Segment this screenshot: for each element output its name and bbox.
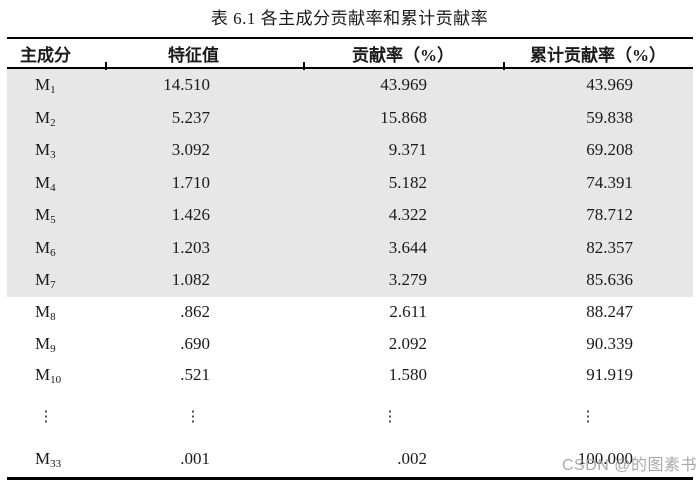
table-bottom-rule — [7, 477, 693, 480]
component-cell: M33 — [7, 449, 110, 470]
eigenvalue-cell: 1.203 — [171, 237, 210, 257]
cumulative-cell: 78.712 — [586, 205, 633, 225]
component-subscript: 1 — [50, 84, 56, 97]
component-subscript: 8 — [50, 311, 56, 324]
component-cell: M10 — [7, 365, 110, 387]
component-subscript: 7 — [50, 279, 56, 292]
ellipsis-row: ⋮ ⋮ ⋮ ⋮ — [7, 391, 693, 441]
eigenvalue-cell: 1.426 — [171, 205, 210, 225]
table-row: M7 1.082 3.279 85.636 — [7, 264, 693, 297]
component-subscript: 3 — [50, 149, 56, 162]
cumulative-cell: 85.636 — [586, 270, 633, 290]
eigenvalue-cell: .862 — [180, 302, 210, 322]
component-label: M — [35, 205, 51, 225]
component-cell: M7 — [7, 270, 110, 292]
column-divider-tick — [303, 62, 305, 70]
table-header-rule — [7, 67, 693, 69]
component-cell: M5 — [7, 205, 110, 227]
contribution-cell: 9.371 — [388, 140, 427, 160]
contribution-cell: 43.969 — [380, 75, 427, 95]
component-subscript: 4 — [50, 181, 56, 194]
component-label: M — [35, 333, 51, 353]
contribution-table: 主成分 特征值 贡献率（%） 累计贡献率（%） M1 14.510 43.969 43… — [7, 37, 693, 480]
table-row: M1 14.510 43.969 43.969 — [7, 69, 693, 102]
component-label: M — [35, 365, 51, 385]
table-row: M4 1.710 5.182 74.391 — [7, 166, 693, 199]
component-cell: M4 — [7, 172, 110, 194]
cumulative-cell: 69.208 — [586, 140, 633, 160]
cumulative-cell: 100.000 — [577, 449, 633, 468]
component-cell: M9 — [7, 333, 110, 355]
table-row: M8 .862 2.611 88.247 — [7, 297, 693, 329]
component-cell: M6 — [7, 237, 110, 259]
cumulative-cell: 91.919 — [586, 365, 633, 385]
contribution-cell: 2.611 — [389, 302, 427, 322]
eigenvalue-cell: 5.237 — [171, 107, 210, 127]
ellipsis-cell: ⋮ — [38, 408, 54, 425]
contribution-cell: 4.322 — [388, 205, 427, 225]
column-header-contribution: 贡献率（%） — [352, 45, 454, 65]
eigenvalue-cell: .521 — [180, 365, 210, 385]
table-caption: 表 6.1 各主成分贡献率和累计贡献率 — [210, 9, 489, 28]
component-label: M — [35, 107, 51, 127]
component-subscript: 5 — [50, 214, 56, 227]
table-header-row: 主成分 特征值 贡献率（%） 累计贡献率（%） — [7, 39, 693, 67]
contribution-cell: 1.580 — [388, 365, 427, 385]
eigenvalue-cell: 14.510 — [163, 75, 210, 95]
component-subscript: 6 — [50, 246, 56, 259]
component-cell: M8 — [7, 302, 110, 324]
component-label: M — [35, 140, 51, 160]
ellipsis-cell: ⋮ — [185, 408, 201, 425]
contribution-cell: .002 — [397, 449, 427, 468]
column-divider-tick — [503, 62, 505, 70]
cumulative-cell: 43.969 — [586, 75, 633, 95]
component-subscript: 9 — [50, 342, 56, 355]
component-label: M — [35, 270, 51, 290]
cumulative-cell: 74.391 — [586, 172, 633, 192]
cumulative-cell: 82.357 — [586, 237, 633, 257]
component-cell: M3 — [7, 140, 110, 162]
table-top-rule — [7, 37, 693, 39]
column-header-component: 主成分 — [20, 45, 71, 65]
component-label: M — [35, 302, 51, 322]
column-header-cumulative: 累计贡献率（%） — [530, 45, 666, 65]
column-header-eigenvalue: 特征值 — [168, 45, 219, 65]
table-row: M6 1.203 3.644 82.357 — [7, 231, 693, 264]
cumulative-cell: 88.247 — [586, 302, 633, 322]
component-label: M — [35, 75, 51, 95]
ellipsis-cell: ⋮ — [580, 408, 596, 425]
eigenvalue-cell: .690 — [180, 333, 210, 353]
component-label: M — [35, 237, 51, 257]
component-subscript: 2 — [50, 116, 56, 129]
contribution-cell: 3.279 — [388, 270, 427, 290]
cumulative-cell: 59.838 — [586, 107, 633, 127]
ellipsis-cell: ⋮ — [382, 408, 398, 425]
column-divider-tick — [105, 62, 107, 70]
component-label: M — [35, 172, 51, 192]
table-row: M5 1.426 4.322 78.712 — [7, 199, 693, 232]
table-row: M2 5.237 15.868 59.838 — [7, 101, 693, 134]
component-subscript: 10 — [50, 374, 62, 387]
eigenvalue-cell: 1.082 — [171, 270, 210, 290]
component-subscript: 33 — [50, 458, 62, 470]
contribution-cell: 3.644 — [388, 237, 427, 257]
eigenvalue-cell: 1.710 — [171, 172, 210, 192]
eigenvalue-cell: 3.092 — [171, 140, 210, 160]
component-cell: M1 — [7, 75, 110, 97]
table-row: M10 .521 1.580 91.919 — [7, 360, 693, 392]
table-body: M1 14.510 43.969 43.969 M2 5.237 15.868 59.838 M… — [7, 69, 693, 477]
contribution-cell: 5.182 — [388, 172, 427, 192]
component-cell: M2 — [7, 107, 110, 129]
contribution-cell: 15.868 — [380, 107, 427, 127]
eigenvalue-cell: .001 — [180, 449, 210, 468]
table-row: M9 .690 2.092 90.339 — [7, 328, 693, 360]
component-label: M — [35, 449, 51, 468]
table-row: M3 3.092 9.371 69.208 — [7, 134, 693, 167]
contribution-cell: 2.092 — [388, 333, 427, 353]
cumulative-cell: 90.339 — [586, 333, 633, 353]
table-row: M33 .001 .002 100.000 — [7, 441, 693, 477]
